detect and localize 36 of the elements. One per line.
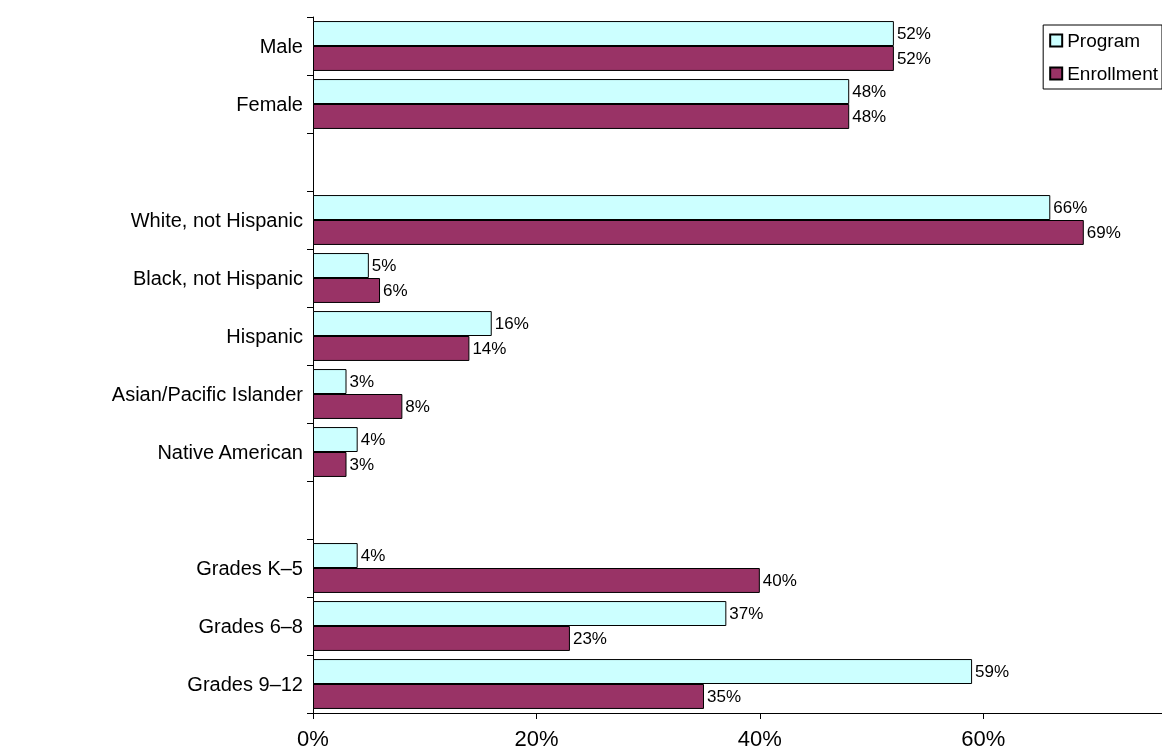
legend-label: Enrollment bbox=[1067, 63, 1159, 84]
data-label: 16% bbox=[494, 314, 529, 334]
x-tick-label: 60% bbox=[961, 725, 1006, 749]
data-label: 14% bbox=[472, 338, 507, 358]
y-tick-label: Grades K–5 bbox=[196, 557, 303, 579]
data-label: 3% bbox=[349, 372, 375, 392]
y-tick-label: Hispanic bbox=[226, 325, 303, 347]
y-tick-label: Male bbox=[259, 35, 303, 57]
data-label: 35% bbox=[706, 686, 742, 706]
x-tick-label: 40% bbox=[737, 725, 782, 749]
y-tick-label: Black, not Hispanic bbox=[132, 267, 303, 289]
y-tick-label: Grades 6–8 bbox=[198, 615, 303, 637]
data-label: 48% bbox=[852, 106, 887, 126]
data-label: 5% bbox=[371, 256, 397, 276]
legend-label: Program bbox=[1067, 30, 1141, 51]
x-tick-label: 20% bbox=[514, 725, 559, 749]
y-tick-label: Grades 9–12 bbox=[187, 673, 303, 695]
y-tick-label: Native American bbox=[157, 441, 303, 463]
data-label: 3% bbox=[349, 454, 375, 474]
data-label: 66% bbox=[1053, 198, 1088, 218]
data-label: 40% bbox=[762, 570, 797, 590]
data-label: 37% bbox=[729, 604, 764, 624]
data-label: 69% bbox=[1086, 222, 1121, 242]
y-tick-label: Female bbox=[236, 93, 303, 115]
data-label: 8% bbox=[405, 396, 430, 416]
data-label: 23% bbox=[572, 628, 607, 648]
data-label: 52% bbox=[896, 24, 931, 44]
data-label: 48% bbox=[852, 82, 887, 102]
y-tick-label: White, not Hispanic bbox=[130, 209, 303, 231]
data-label: 52% bbox=[896, 48, 931, 68]
data-label: 59% bbox=[975, 662, 1010, 682]
data-label: 6% bbox=[383, 280, 408, 300]
data-label: 4% bbox=[360, 430, 386, 450]
x-tick-label: 0% bbox=[297, 725, 329, 749]
y-tick-label: Asian/Pacific Islander bbox=[111, 383, 304, 405]
data-label: 4% bbox=[360, 546, 386, 566]
